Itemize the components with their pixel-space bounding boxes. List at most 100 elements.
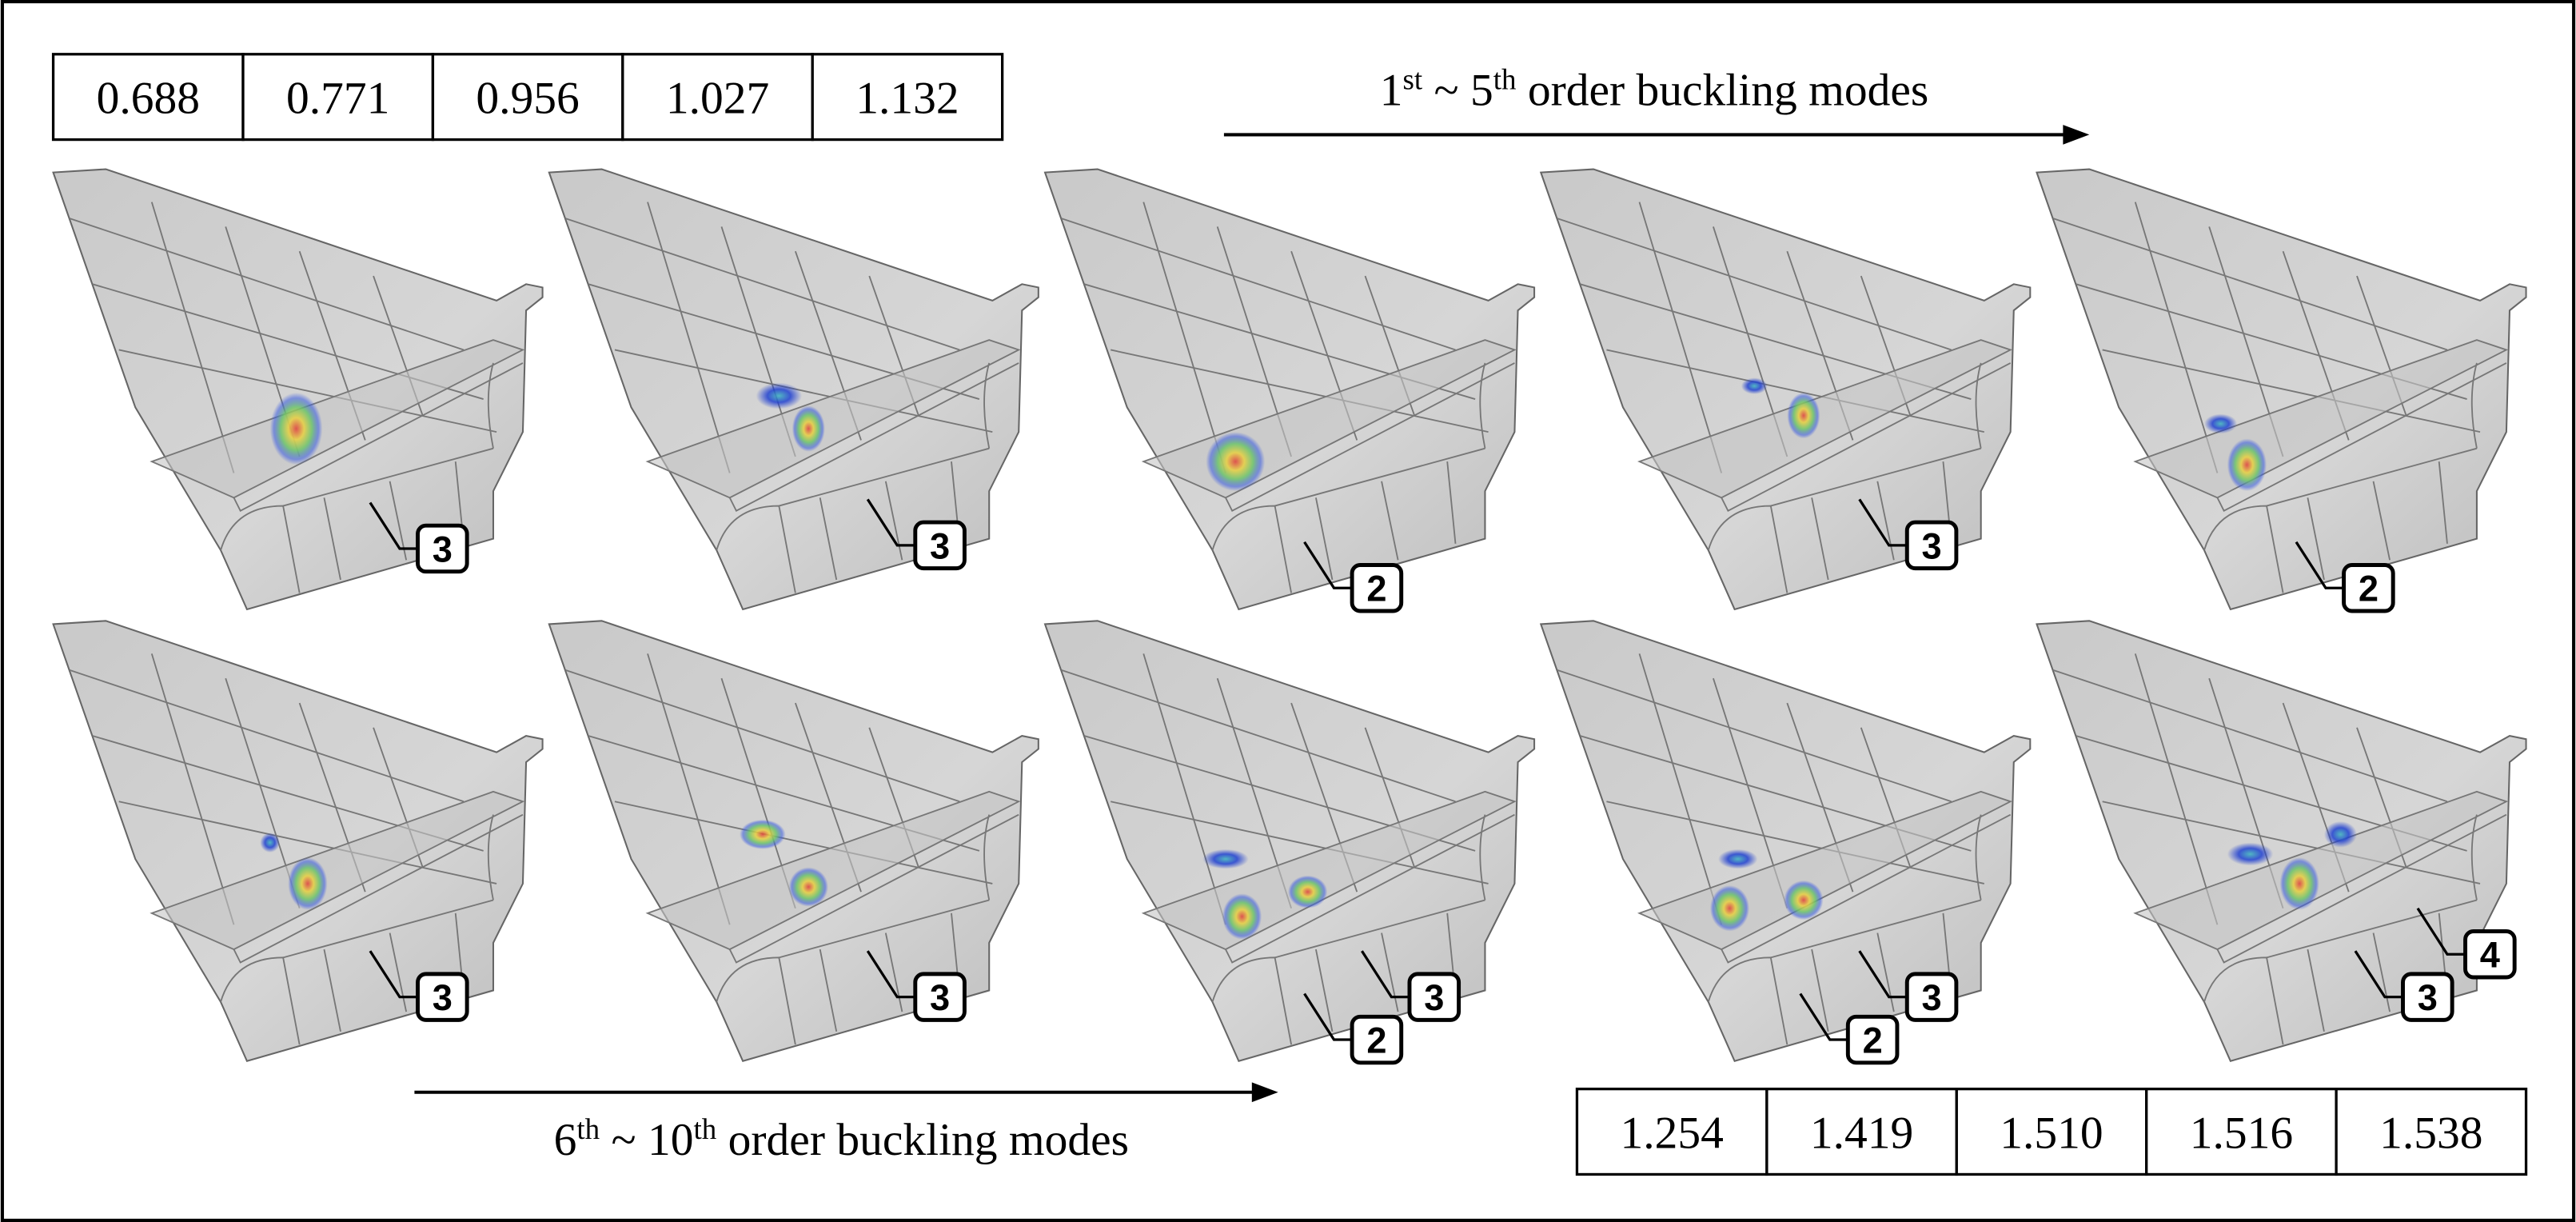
mode-panel: 2: [1044, 168, 1536, 613]
heading-part: th: [1493, 62, 1517, 95]
callout-box: [2342, 563, 2395, 613]
leader-line: [1303, 992, 1351, 1041]
buckling-contour: [2204, 413, 2238, 434]
heading-part: th: [694, 1112, 717, 1144]
heading-part: 1: [1380, 65, 1403, 115]
buckling-contour: [788, 867, 828, 907]
table-cell: [431, 53, 624, 142]
callout-box: [2401, 972, 2454, 1022]
wing-model: [52, 620, 544, 1062]
mode-panel: 43: [2036, 620, 2527, 1062]
wing-model: [2036, 168, 2527, 610]
buckling-contour: [288, 857, 328, 910]
heading-part: ~ 5: [1422, 65, 1493, 115]
callout-box: [2463, 929, 2517, 980]
buckling-contour: [1784, 880, 1824, 920]
table-cell: [1765, 1088, 1958, 1176]
heading-part: order buckling modes: [1516, 65, 1928, 115]
table-cell: [1955, 1088, 2148, 1176]
callout-label: 3: [433, 529, 453, 569]
table-value: 0.956: [476, 74, 579, 124]
callout-label: 4: [2480, 935, 2500, 976]
buckling-contour: [1709, 885, 1750, 932]
buckling-contour: [1288, 875, 1328, 909]
heading-part: order buckling modes: [716, 1115, 1129, 1165]
mode-panel: 3: [548, 620, 1039, 1062]
callout-box: [1350, 563, 1404, 613]
callout-label: 3: [1424, 977, 1444, 1018]
callout-label: 3: [2418, 977, 2438, 1018]
table-value: 1.510: [2000, 1108, 2103, 1159]
table-value: 1.538: [2379, 1108, 2482, 1159]
mode-panel: 3: [548, 168, 1039, 610]
wing-model: [1044, 168, 1536, 610]
callout-box: [416, 972, 469, 1022]
callout-box: [1904, 520, 1959, 571]
table-cell: [811, 53, 1004, 142]
mode-panel: 3: [1540, 168, 2032, 610]
leader-line: [369, 950, 417, 999]
callout-box: [1845, 1014, 1900, 1065]
bottom-heading: 6th ~ 10th order buckling modes: [554, 1112, 1129, 1165]
mode-panel: 3: [52, 168, 544, 610]
buckling-contour: [260, 833, 280, 853]
wing-model: [52, 168, 544, 610]
top-arrow: [1223, 125, 2090, 145]
callout-label: 2: [1863, 1020, 1883, 1060]
buckling-contour: [1202, 849, 1249, 869]
table-value: 1.516: [2190, 1108, 2293, 1159]
heading-part: th: [576, 1112, 600, 1144]
callout-label: 3: [930, 525, 950, 566]
leader-line: [2354, 950, 2402, 999]
mode-panel: 32: [1044, 620, 1536, 1065]
table-cell: [621, 53, 814, 142]
buckling-contour: [740, 819, 786, 849]
callout-label: 2: [2359, 569, 2379, 609]
leader-line: [866, 950, 914, 999]
bottom-arrow: [414, 1082, 1278, 1103]
table-value: 0.771: [286, 74, 389, 124]
leader-line: [1361, 950, 1408, 999]
table-value: 1.027: [666, 74, 769, 124]
heading-part: ~ 10: [600, 1115, 693, 1165]
buckling-contour: [2279, 857, 2319, 910]
leader-line: [2416, 907, 2464, 956]
callout-box: [416, 523, 469, 574]
mode-panel: 3: [52, 620, 544, 1062]
buckling-contour: [1222, 893, 1262, 940]
table-value: 1.254: [1620, 1108, 1723, 1159]
callout-box: [1904, 972, 1959, 1022]
table-cell: [2145, 1088, 2338, 1176]
callout-box: [1350, 1014, 1404, 1065]
top-heading: 1st ~ 5th order buckling modes: [1380, 62, 1929, 116]
callout-label: 3: [930, 977, 950, 1018]
buckling-contour: [1741, 377, 1768, 394]
buckling-contour: [2227, 842, 2274, 866]
buckling-contour: [792, 405, 825, 452]
callout-box: [913, 972, 967, 1022]
callout-box: [913, 520, 967, 571]
table-cell: [51, 53, 245, 142]
buckling-contour: [1718, 849, 1758, 869]
tables: 0.688 0.771 0.956 1.027 1.132 1.254 1.419 1.510…: [51, 53, 2528, 1176]
buckling-contour: [269, 392, 323, 465]
buckling-contour: [756, 382, 803, 409]
callout-label: 3: [1922, 977, 1942, 1018]
mode-panel: 2: [2036, 168, 2527, 613]
callout-box: [1407, 972, 1461, 1022]
heading-part: st: [1402, 62, 1422, 95]
buckling-contour: [2323, 821, 2357, 848]
table-value: 0.688: [97, 74, 200, 124]
table-value: 1.132: [855, 74, 959, 124]
leader-line: [1799, 992, 1847, 1041]
table-value: 1.419: [1810, 1108, 1913, 1159]
leader-line: [369, 501, 417, 550]
buckling-contour: [2227, 438, 2267, 492]
leader-line: [1303, 541, 1351, 589]
leader-line: [2295, 541, 2343, 589]
leader-line: [1858, 498, 1906, 547]
